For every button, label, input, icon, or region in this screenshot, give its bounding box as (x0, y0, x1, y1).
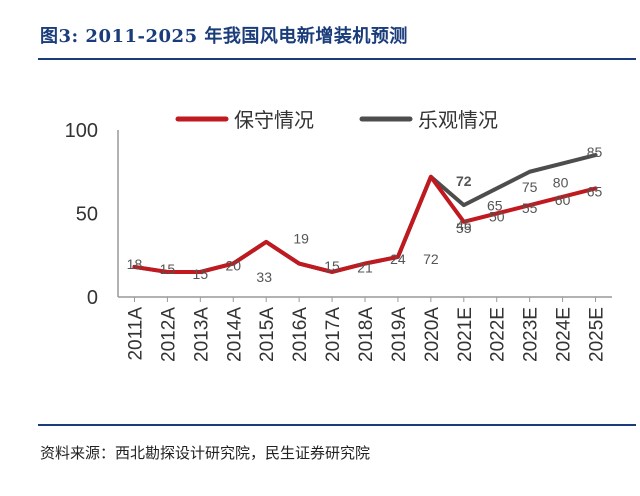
data-label-conservative: 33 (256, 269, 272, 285)
data-label-optimistic: 65 (487, 197, 503, 213)
data-label-conservative: 19 (293, 231, 309, 247)
source-note: 资料来源：西北勘探设计研究院，民生证券研究院 (40, 444, 371, 462)
series-line-0 (132, 174, 598, 274)
data-label-optimistic: 55 (456, 220, 472, 236)
data-label-conservative: 18 (127, 256, 143, 272)
x-tick-label: 2016A (290, 307, 311, 362)
y-tick-label: 0 (87, 287, 98, 309)
y-tick-label: 50 (76, 204, 98, 226)
legend-label-0: 保守情况 (234, 108, 314, 132)
data-label-optimistic: 80 (553, 174, 569, 190)
data-label-conservative: 15 (193, 266, 209, 282)
x-tick-label: 2021E (455, 307, 476, 362)
data-label-conservative: 60 (555, 192, 571, 208)
x-tick-label: 2025E (587, 307, 608, 362)
data-label-conservative: 55 (522, 200, 538, 216)
x-tick-label: 2018A (356, 307, 377, 362)
chart-title: 图3: 2011-2025 年我国风电新增装机预测 (40, 26, 408, 47)
x-tick-label: 2014A (224, 307, 245, 362)
x-tick-label: 2020A (422, 307, 443, 362)
x-tick-label: 2012A (158, 307, 179, 362)
data-label-conservative: 15 (324, 258, 340, 274)
data-label-conservative: 24 (390, 251, 406, 267)
data-label-conservative: 50 (489, 209, 505, 225)
data-label-conservative: 65 (587, 183, 603, 199)
data-label-conservative: 20 (225, 258, 241, 274)
data-label-peak: 72 (456, 173, 472, 189)
y-tick-label: 100 (65, 120, 98, 142)
x-tick-label: 2017A (323, 307, 344, 362)
line-chart: 保守情况 乐观情况 0 50 100 2011A 2012A 2013A 2014A 2015A… (65, 108, 612, 362)
x-tick-label: 2023E (521, 307, 542, 362)
x-tick-label: 2024E (554, 307, 575, 362)
data-label-conservative: 15 (160, 261, 176, 277)
data-label-conservative: 72 (423, 251, 439, 267)
x-tick-label: 2022E (488, 307, 509, 362)
legend-label-1: 乐观情况 (418, 108, 498, 132)
x-tick-label: 2013A (191, 307, 212, 362)
data-labels: 18 15 15 20 33 19 15 21 24 72 45 50 55 60 65 55 65 75 80 85… (127, 144, 603, 285)
x-tick-label: 2019A (389, 307, 410, 362)
data-label-conservative: 45 (456, 217, 472, 233)
top-rule (38, 58, 636, 60)
data-label-conservative: 21 (357, 260, 373, 276)
data-label-optimistic: 85 (587, 144, 603, 160)
bottom-rule (38, 424, 636, 426)
axes: 0 50 100 2011A 2012A 2013A 2014A 2015A 2016A 2017… (65, 120, 612, 362)
series-lines (132, 153, 598, 274)
x-tick-label: 2015A (257, 307, 278, 362)
x-tick-label: 2011A (125, 307, 146, 361)
legend: 保守情况 乐观情况 (175, 108, 498, 132)
data-label-optimistic: 75 (522, 179, 538, 195)
